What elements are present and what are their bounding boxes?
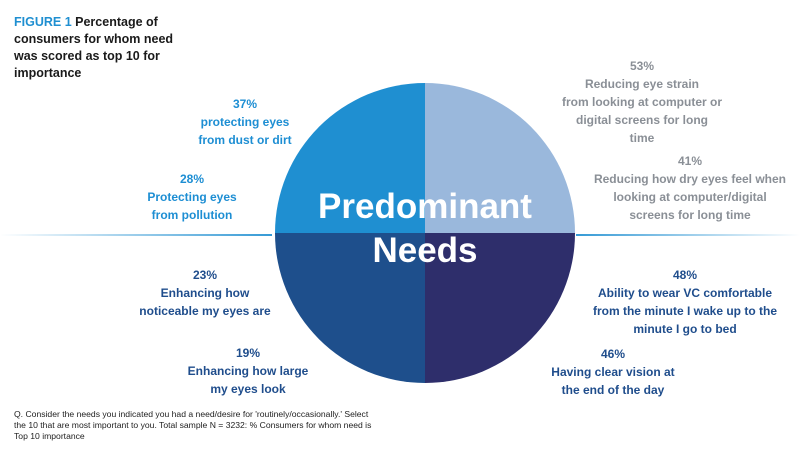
need-text: Having clear vision at	[551, 365, 675, 379]
need-text: screens for long time	[629, 208, 751, 222]
need-text: noticeable my eyes are	[139, 304, 271, 318]
need-pct: 53%	[629, 59, 655, 73]
need-text: Ability to wear VC comfortable	[597, 286, 773, 300]
quadrant-top-right	[425, 83, 575, 233]
figure-title-text: Percentage of consumers for whom need wa…	[14, 15, 174, 80]
need-text: from the minute I wake up to the	[592, 304, 777, 318]
need-pct: 48%	[672, 268, 698, 282]
quadrant-top-left	[275, 83, 425, 233]
need-pct: 19%	[235, 346, 261, 360]
divider-line-right	[576, 234, 800, 236]
need-label-dust: 37% protecting eyes from dust or dirt	[180, 95, 310, 149]
need-label-clear-vision: 46% Having clear vision at the end of th…	[538, 345, 688, 399]
need-pct: 41%	[677, 154, 703, 168]
need-label-dry-eyes: 41% Reducing how dry eyes feel when look…	[585, 152, 795, 224]
need-text: Protecting eyes	[147, 190, 237, 204]
figure-number: FIGURE 1	[14, 15, 72, 29]
need-text: Enhancing how large	[187, 364, 309, 378]
need-pct: 46%	[600, 347, 626, 361]
need-pct: 28%	[179, 172, 205, 186]
footnote: Q. Consider the needs you indicated you …	[14, 409, 372, 441]
need-text: digital screens for long time	[575, 113, 709, 145]
need-pct: 23%	[192, 268, 218, 282]
need-text: Reducing eye strain	[584, 77, 700, 91]
quadrant-bottom-left	[275, 233, 425, 383]
need-label-large: 19% Enhancing how large my eyes look	[178, 344, 318, 398]
need-text: Enhancing how	[160, 286, 250, 300]
figure-title: FIGURE 1 Percentage of consumers for who…	[14, 14, 184, 82]
divider-line-left	[0, 234, 272, 236]
center-label-line2: Needs	[372, 231, 477, 270]
need-text: the end of the day	[561, 383, 665, 397]
need-label-pollution: 28% Protecting eyes from pollution	[127, 170, 257, 224]
need-text: my eyes look	[210, 382, 286, 396]
need-label-wear-comfort: 48% Ability to wear VC comfortable from …	[585, 266, 785, 338]
need-text: protecting eyes	[200, 115, 290, 129]
need-text: minute I go to bed	[633, 322, 737, 336]
need-text: from looking at computer or	[562, 95, 723, 109]
need-text: from dust or dirt	[198, 133, 292, 147]
need-text: Reducing how dry eyes feel when	[593, 172, 787, 186]
need-label-noticeable: 23% Enhancing how noticeable my eyes are	[130, 266, 280, 320]
need-text: from pollution	[151, 208, 233, 222]
need-text: looking at computer/digital	[613, 190, 767, 204]
need-label-eye-strain: 53% Reducing eye strain from looking at …	[562, 57, 722, 147]
quadrant-bottom-right	[425, 233, 575, 383]
need-pct: 37%	[232, 97, 258, 111]
center-label-line1: Predominant	[318, 187, 532, 226]
